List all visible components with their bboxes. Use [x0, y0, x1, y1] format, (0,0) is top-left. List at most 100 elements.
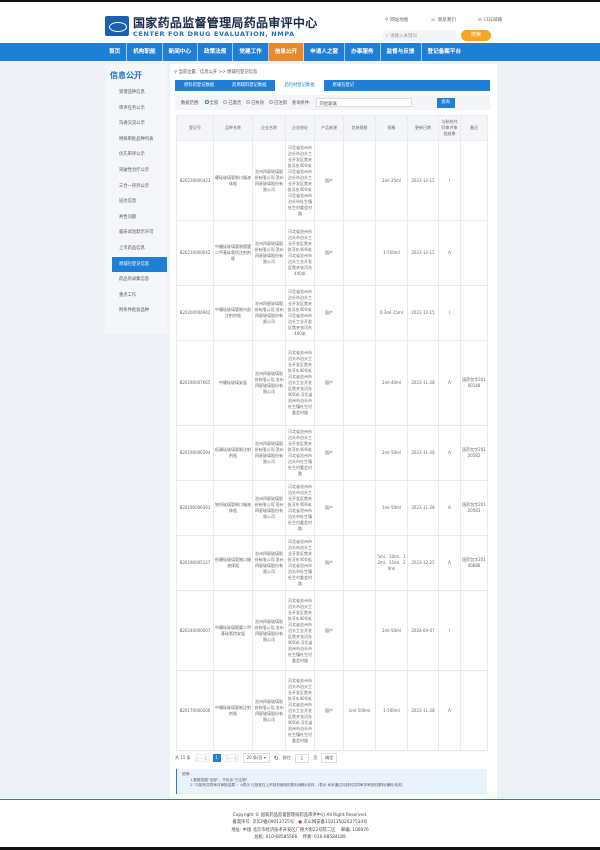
table-cell: 中硼硅玻璃管制镀膜二甲基硅氧烷注射剂瓶 [213, 220, 253, 286]
column-header: 与制剂共同审评审批结果 [438, 115, 461, 141]
radio-button[interactable] [269, 100, 274, 104]
phone-icon: ☏ [430, 18, 436, 23]
search-button[interactable]: 搜索 [461, 30, 491, 41]
sidebar-item[interactable]: 受理品种信息 [119, 90, 145, 95]
radio-option[interactable]: 已注销 [269, 100, 287, 106]
page-1-button[interactable]: 1 [212, 754, 221, 762]
nav-item[interactable]: 党建工作 [233, 43, 269, 61]
table-cell: A [438, 220, 461, 286]
prev-page-button[interactable]: 上一页 [194, 754, 209, 762]
column-header: 企业名称 [252, 115, 286, 141]
radio-option[interactable]: 已激活 [223, 100, 241, 106]
sidebar-item[interactable]: 优先审评公示 [119, 152, 145, 158]
address: 地址: 中国 北京市经济技术开发区广德大街22号院二区 [231, 827, 336, 833]
table-cell: 1-500ml [375, 670, 408, 751]
nav-item[interactable]: 登记备案平台 [427, 49, 462, 55]
table-cell: 钠钙玻璃管制口服液体瓶 [213, 480, 253, 536]
nav-item[interactable]: 首页 [103, 43, 128, 61]
location-icon: ⚲ [385, 18, 389, 23]
table-row: B20190006393 钠钙玻璃管制口服液体瓶 沧州四星玻璃股份有限公司;沧州四星… [176, 480, 488, 536]
nav-item[interactable]: 信息公开 [268, 43, 305, 61]
police-badge-icon: ● [298, 820, 303, 826]
tab[interactable]: 原料药登记数据 [184, 83, 215, 88]
sidebar-item[interactable]: 三合一序列公示 [119, 183, 150, 189]
table-cell [343, 285, 376, 341]
radio-label: 全部 [209, 100, 219, 106]
page-size-select[interactable]: 20 条/页 ▾ [242, 753, 270, 763]
sidebar-item[interactable]: 临床试验默示许可 [119, 230, 154, 236]
radio-button[interactable] [204, 100, 209, 104]
table-cell: 河北省沧州市泊头市泊头工业开发区焦夹张河东400米;河北省沧州市泊头市杜生镇杜生… [285, 425, 315, 481]
radio-option[interactable]: 全部 [204, 100, 219, 106]
next-page-button[interactable]: 下一页 [224, 754, 239, 762]
table-cell: 国产 [314, 425, 344, 481]
table-cell: 5ml、10ml、12ml、15ml、20ml [375, 535, 408, 591]
notes-box: 说明: 1.数据范围“全部”，不包含“已注销” 2.“与制剂共同审评审批结果”：… [176, 769, 487, 794]
sidebar-item[interactable]: 特殊审批品种列表 [119, 136, 154, 142]
search-input[interactable]: ⌕ 请输入关键词 [382, 30, 457, 41]
nav-item[interactable]: 政策法规 [198, 43, 234, 61]
table-cell: 河北省沧州市泊头市泊头工业开发区焦夹张河东400米;河北省沧州市泊头工业开发区焦… [285, 340, 315, 426]
radio-button[interactable] [223, 100, 228, 104]
email-link[interactable]: ✉ CDE邮箱 [477, 18, 503, 23]
table-cell: 2023-12-15 [407, 140, 439, 221]
tab[interactable]: 药包材登记数据 [275, 80, 324, 91]
goto-page-input[interactable]: 1 [294, 753, 310, 763]
nav-item[interactable]: 监督与反馈 [381, 43, 422, 61]
table-cell: 国产 [314, 480, 344, 536]
table-cell: B20190007665 [176, 340, 214, 426]
query-input[interactable]: 四星玻璃 [315, 98, 412, 107]
table-cell [343, 425, 376, 481]
sidebar-item[interactable]: 共性问题 [119, 214, 137, 220]
total-count: 共 15 条 [175, 755, 191, 760]
sidebar-item[interactable]: 附条件批准品种 [119, 308, 150, 314]
table-cell: 2024-04-07 [407, 590, 439, 671]
contact-link[interactable]: ☏ 联系我们 [430, 18, 456, 23]
sidebar-item[interactable]: 突破性治疗公示 [119, 167, 150, 173]
table-cell: A [438, 535, 461, 591]
nav-item[interactable]: 申请人之窗 [304, 43, 346, 61]
sidebar-item[interactable]: 送达信息 [119, 199, 137, 205]
sidebar-item[interactable]: 审评任务公示 [119, 105, 145, 111]
table-cell [343, 340, 376, 426]
site-title-en: CENTER FOR DRUG EVALUATION, NMPA [133, 30, 295, 38]
column-header: 规格 [375, 115, 408, 141]
sidebar-item[interactable]: 重点工作 [119, 292, 137, 298]
radio-button[interactable] [246, 100, 251, 104]
table-cell: 河北省沧州市泊头市泊头工业开发区焦夹张河东400米;河北省沧州市泊头市泊头工业开… [285, 140, 315, 221]
query-label: 查询条件: [291, 100, 311, 106]
nav-item[interactable]: 机构职能 [127, 43, 163, 61]
sitemap-link[interactable]: ⚲ 网站地图 [385, 18, 409, 23]
refresh-icon[interactable]: ↻ [273, 754, 279, 762]
query-button[interactable]: 查询 [436, 97, 455, 108]
main-panel: ⚲ 当前位置：信息公开 >> 原辅包登记信息 原料药登记数据 药用辅料登记数据 药包… [170, 64, 497, 799]
table-cell: A [438, 480, 461, 536]
table-cell [460, 670, 488, 751]
sidebar-item[interactable]: 沟通交流公示 [119, 121, 145, 127]
table-cell: 中硼硅玻璃镀膜二甲基硅氧烷安瓿 [213, 590, 253, 671]
cde-logo[interactable] [105, 16, 129, 36]
confirm-button[interactable]: 确定 [321, 753, 338, 763]
table-row: B20190006394 低硼硅玻璃管制注射剂瓶 沧州四星玻璃股份有限公司;沧州四星… [176, 425, 488, 481]
note-1: 1.数据范围“全部”，不包含“已注销” [190, 777, 248, 782]
table-cell: A [438, 670, 461, 751]
sidebar-item[interactable]: 上市药品信息 [119, 245, 145, 251]
police-record-link[interactable]: 京公网安备11011502037534号 [303, 820, 368, 826]
table-cell: 沧州四星玻璃股份有限公司;沧州四星玻璃股份有限公司 [252, 140, 286, 221]
fax: 传真: 010-68584189 [302, 834, 346, 840]
nav-item[interactable]: 新闻中心 [163, 43, 198, 61]
icp-link[interactable]: 备案序号: 京ICP备09013725号 [232, 820, 295, 826]
table-cell: 2023-12-15 [407, 220, 439, 286]
radio-option[interactable]: 已失效 [246, 100, 264, 106]
radio-label: 已失效 [251, 100, 265, 106]
tab[interactable]: 原辅包登记 [332, 83, 355, 88]
column-header: 包装规格 [343, 115, 376, 141]
nav-item[interactable]: 办事服务 [345, 43, 381, 61]
sidebar-item[interactable]: 药品目录集信息 [119, 277, 150, 283]
table-cell: 2023-12-15 [407, 285, 439, 341]
sidebar-item[interactable]: 原辅包登记信息 [112, 256, 167, 273]
table-cell: 国产 [314, 340, 344, 426]
table-cell: 河北省沧州市泊头市泊头工业开发区焦夹张河东400米;河北省沧州市泊头市杜生镇杜生… [285, 480, 315, 536]
tab[interactable]: 药用辅料登记数据 [232, 83, 267, 88]
